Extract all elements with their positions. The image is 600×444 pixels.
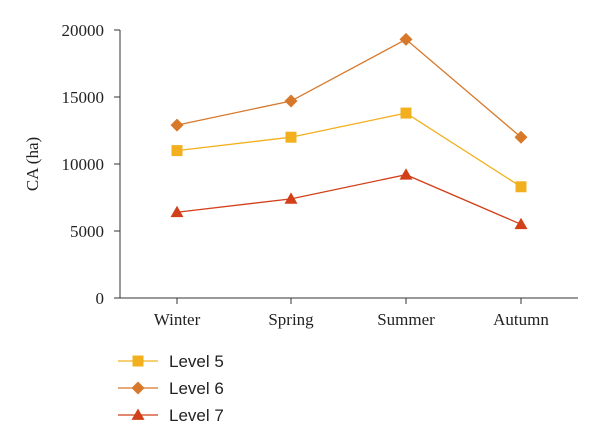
legend-label-level-7: Level 7 <box>169 406 224 425</box>
legend: Level 5 Level 6 Level 7 <box>118 352 224 425</box>
series-line-level-5 <box>176 112 522 188</box>
legend-marker-level-6 <box>131 381 145 395</box>
legend-marker-level-5 <box>132 355 144 367</box>
y-tick-label: 0 <box>96 289 105 308</box>
series-line-level-7 <box>176 174 522 225</box>
legend-label-level-5: Level 5 <box>169 352 224 371</box>
data-point-level-5 <box>171 145 183 157</box>
data-point-level-7 <box>514 217 528 230</box>
y-tick-label: 5000 <box>70 222 104 241</box>
series-level-5 <box>171 107 527 193</box>
data-point-level-6 <box>514 130 528 144</box>
data-point-level-7 <box>399 168 413 180</box>
data-point-level-7 <box>284 192 298 204</box>
x-tick-label: Winter <box>154 310 201 329</box>
y-tick-label: 15000 <box>62 88 105 107</box>
data-point-level-5 <box>285 131 297 143</box>
legend-marker-level-7 <box>131 408 145 420</box>
data-point-level-6 <box>399 32 413 46</box>
series-level-7 <box>170 168 528 230</box>
legend-item-level-6: Level 6 <box>118 379 224 398</box>
y-tick-label: 10000 <box>62 155 105 174</box>
data-point-level-6 <box>170 118 184 132</box>
x-ticks: Winter Spring Summer Autumn <box>154 298 549 329</box>
y-axis-title: CA (ha) <box>23 137 42 191</box>
data-point-level-6 <box>284 94 298 108</box>
y-tick-label: 20000 <box>62 21 105 40</box>
legend-item-level-5: Level 5 <box>118 352 224 371</box>
series-level-6 <box>170 32 528 144</box>
series-layer <box>170 32 528 230</box>
legend-label-level-6: Level 6 <box>169 379 224 398</box>
x-tick-label: Autumn <box>493 310 549 329</box>
data-point-level-7 <box>170 205 184 218</box>
series-line-level-6 <box>176 38 522 138</box>
x-tick-label: Spring <box>268 310 314 329</box>
y-ticks: 0 5000 10000 15000 20000 <box>62 21 120 308</box>
data-point-level-5 <box>400 107 412 119</box>
legend-item-level-7: Level 7 <box>118 406 224 425</box>
x-tick-label: Summer <box>377 310 435 329</box>
data-point-level-5 <box>515 181 527 193</box>
